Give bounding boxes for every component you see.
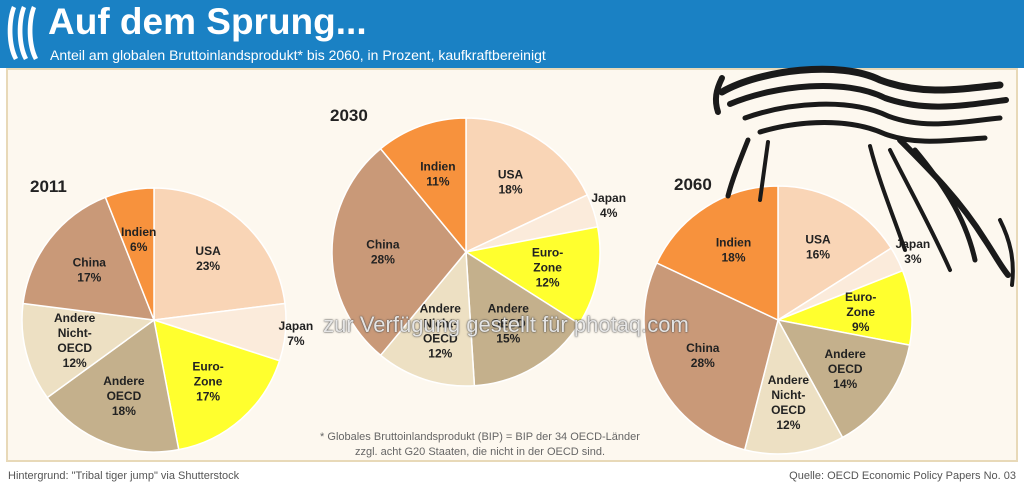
oecd-logo-icon xyxy=(7,6,38,60)
pie-label-andere-oecd: Andere OECD 18% xyxy=(103,374,145,418)
pie-title-2030: 2030 xyxy=(330,106,368,125)
pie-slice-usa xyxy=(465,117,589,254)
pie-label-andere-nicht-oecd: Andere Nicht-OECD 12% xyxy=(768,373,810,432)
pie-label-andere-oecd: Andere OECD 15% xyxy=(488,302,530,346)
pie-label-japan: Japan 7% xyxy=(279,319,314,348)
pie-slice-indien xyxy=(379,117,467,255)
pie-slice-andere-oecd xyxy=(465,250,581,387)
pie-slice-china xyxy=(643,261,779,451)
pie-slice-andere-nicht-oecd xyxy=(21,302,156,399)
footnote-line-1: * Globales Bruttoinlandsprodukt (BIP) = … xyxy=(320,431,640,443)
pie-slice-indien xyxy=(104,187,155,321)
pie-chart-2030: USA 18% Japan 4% Euro-Zone 12%Andere OECD 15% An… xyxy=(330,106,626,387)
pie-label-indien: Indien 6% xyxy=(121,225,156,254)
watermark: zur Verfügung gestellt für photaq.com xyxy=(323,312,689,337)
pie-slice-china xyxy=(331,147,467,357)
pie-slice-usa xyxy=(153,187,286,321)
pie-label-euro-zone: Euro-Zone 12% xyxy=(532,246,563,290)
pie-chart-2011: USA 23% Japan 7% Euro-Zone 17% Andere OECD 18%An… xyxy=(21,177,314,453)
pie-label-usa: USA 23% xyxy=(195,244,221,273)
footer-credit: Hintergrund: "Tribal tiger jump" via Shu… xyxy=(8,470,240,482)
header-bar: Auf dem Sprung... Anteil am globalen Bru… xyxy=(0,0,1024,68)
pie-label-china: China 28% xyxy=(686,341,720,370)
pie-slice-andere-nicht-oecd xyxy=(379,250,476,387)
footnote: * Globales Bruttoinlandsprodukt (BIP) = … xyxy=(270,430,690,460)
pie-slice-euro-zone xyxy=(153,318,281,451)
pie-label-euro-zone: Euro-Zone 17% xyxy=(192,359,223,403)
pie-slice-usa xyxy=(777,185,893,322)
pie-label-usa: USA 16% xyxy=(805,233,831,262)
pie-slice-andere-oecd xyxy=(776,318,911,439)
pie-label-indien: Indien 18% xyxy=(716,235,751,264)
pie-slice-china xyxy=(22,196,156,321)
pie-chart-2060: USA 16%Japan 3%Euro-Zone 9%Andere OECD 14%And… xyxy=(643,175,930,455)
pie-slice-andere-nicht-oecd xyxy=(743,317,844,455)
pie-label-indien: Indien 11% xyxy=(420,159,455,188)
footer-source: Quelle: OECD Economic Policy Papers No. … xyxy=(789,470,1016,482)
pie-label-andere-nicht-oecd: Andere Nicht-OECD 12% xyxy=(54,311,96,370)
pie-label-andere-nicht-oecd: Andere Nicht-OECD 12% xyxy=(420,302,462,361)
pie-label-usa: USA 18% xyxy=(498,167,524,196)
pie-slice-andere-oecd xyxy=(46,318,180,453)
pie-title-2060: 2060 xyxy=(674,175,712,194)
page-subtitle: Anteil am globalen Bruttoinlandsprodukt*… xyxy=(50,47,546,63)
footnote-line-2: zzgl. acht G20 Staaten, die nicht in der… xyxy=(354,446,606,458)
pie-slice-euro-zone xyxy=(463,226,601,325)
pie-slice-indien xyxy=(655,185,779,322)
page-title: Auf dem Sprung... xyxy=(48,1,367,42)
pie-label-china: China 28% xyxy=(366,238,400,267)
pie-title-2011: 2011 xyxy=(30,177,67,196)
pie-label-andere-oecd: Andere OECD 14% xyxy=(825,347,867,391)
pie-label-euro-zone: Euro-Zone 9% xyxy=(845,290,876,334)
pie-label-japan: Japan 4% xyxy=(591,191,626,220)
tiger-icon xyxy=(712,65,1015,287)
pie-label-china: China 17% xyxy=(73,255,107,284)
